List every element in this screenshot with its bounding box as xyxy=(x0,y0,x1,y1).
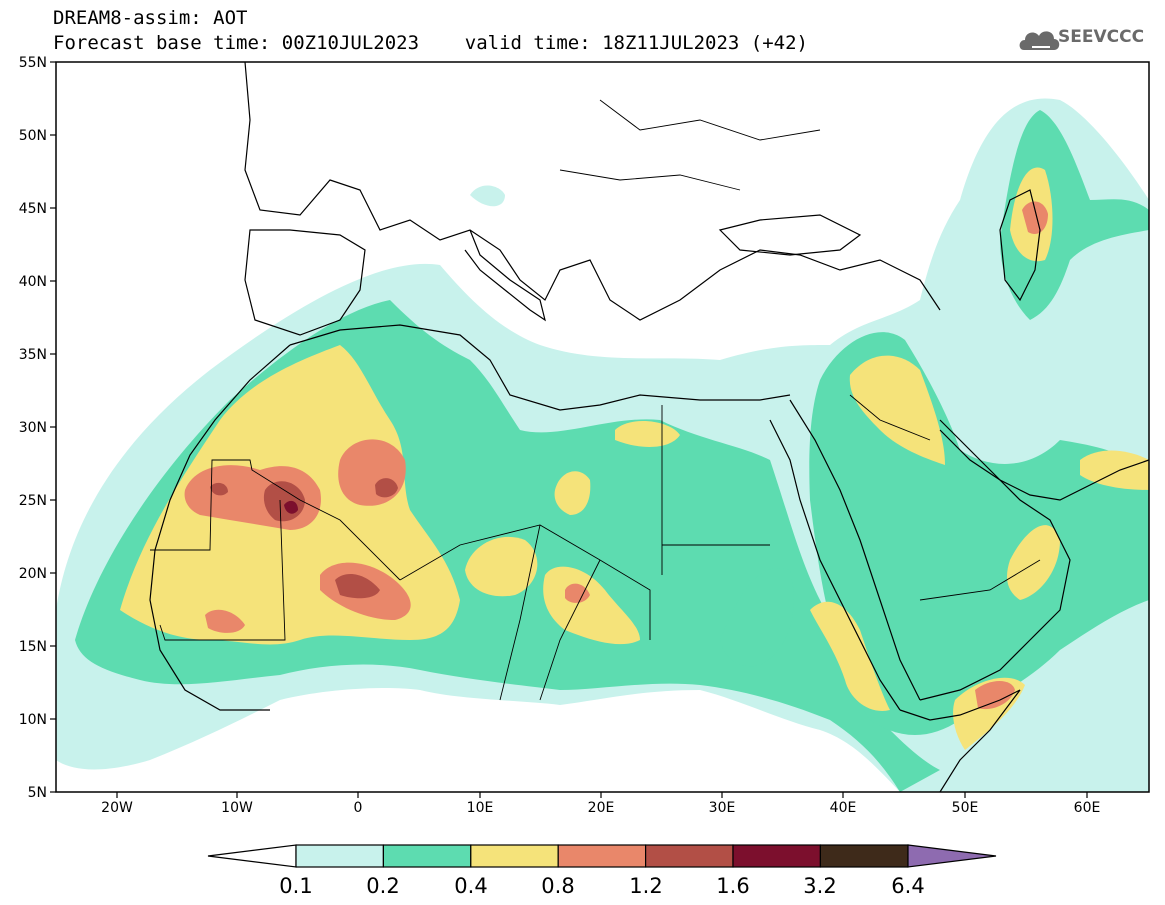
aot-level-1.2 xyxy=(335,574,380,599)
lat-label: 40N xyxy=(19,274,47,290)
aot-level-0.4 xyxy=(615,420,680,447)
lat-label: 55N xyxy=(19,55,47,71)
aot-level-0.2 xyxy=(1000,110,1149,320)
colorbar-label: 0.1 xyxy=(279,874,312,898)
lon-label: 60E xyxy=(1074,800,1101,816)
italy-coast xyxy=(464,229,546,322)
lat-label: 10N xyxy=(19,712,47,728)
colorbar-label: 1.2 xyxy=(629,874,662,898)
arabia-coast xyxy=(919,419,1071,701)
lon-label: 40E xyxy=(830,800,857,816)
aot-level-0.1 xyxy=(470,185,505,207)
country-border xyxy=(499,524,601,701)
lat-label: 35N xyxy=(19,347,47,363)
country-border xyxy=(399,524,651,640)
aot-level-0.2 xyxy=(720,568,794,667)
map-title: DREAM8-assim: AOT xyxy=(53,7,248,29)
colorbar-bin xyxy=(382,844,472,868)
lat-label: 30N xyxy=(19,420,47,436)
aot-field xyxy=(56,98,1149,792)
aot-level-0.4 xyxy=(554,471,591,515)
aot-level-0.4 xyxy=(810,601,890,711)
red-sea-coast xyxy=(789,399,921,701)
lat-label: 15N xyxy=(19,639,47,655)
lat-label: 20N xyxy=(19,566,47,582)
country-border xyxy=(849,394,1041,601)
country-border xyxy=(159,499,286,641)
aot-level-0.8 xyxy=(205,609,245,633)
country-border xyxy=(661,405,770,575)
forecast-times: Forecast base time: 00Z10JUL2023 valid t… xyxy=(53,32,808,54)
persian-gulf-coast xyxy=(939,429,1149,501)
lon-label: 20E xyxy=(588,800,615,816)
lon-label: 10W xyxy=(221,800,253,816)
colorbar-low-arrow xyxy=(207,844,297,868)
colorbar-bin xyxy=(644,844,734,868)
lon-label: 50E xyxy=(952,800,979,816)
lat-label: 45N xyxy=(19,201,47,217)
colorbar-label: 1.6 xyxy=(716,874,749,898)
aot-level-1.6 xyxy=(284,500,298,514)
colorbar-high-arrow xyxy=(907,844,997,868)
colorbar-label: 0.2 xyxy=(366,874,399,898)
lat-label: 25N xyxy=(19,493,47,509)
aot-level-0.8 xyxy=(565,583,590,603)
aot-level-1.2 xyxy=(375,478,398,498)
lon-axis: 20W 10W 0 10E 20E 30E 40E 50E 60E xyxy=(101,792,1100,816)
country-border xyxy=(559,99,821,191)
colorbar-bin xyxy=(732,844,822,868)
logo-text: SEEVCCC xyxy=(1058,27,1145,47)
lon-label: 0 xyxy=(354,800,363,816)
lon-label: 20W xyxy=(101,800,133,816)
aot-level-0.8 xyxy=(975,681,1015,710)
colorbar-label: 0.8 xyxy=(541,874,574,898)
aot-level-0.4 xyxy=(465,536,538,597)
africa-north-coast xyxy=(289,324,791,411)
lat-label: 50N xyxy=(19,128,47,144)
lat-label: 5N xyxy=(28,785,47,801)
lon-label: 10E xyxy=(467,800,494,816)
iberia-coast xyxy=(244,229,366,336)
lat-axis: 55N 50N 45N 40N 35N 30N 25N 20N 15N 10N … xyxy=(19,55,56,801)
caspian-coast xyxy=(999,189,1041,302)
aot-level-0.4 xyxy=(1007,525,1060,600)
colorbar-bin xyxy=(557,844,647,868)
aot-level-0.8 xyxy=(1022,201,1048,234)
black-sea-coast xyxy=(718,214,862,256)
colorbar-label: 0.4 xyxy=(454,874,487,898)
colorbar-bin xyxy=(295,844,385,868)
colorbar-bin xyxy=(819,844,909,868)
aot-level-1.2 xyxy=(210,482,228,496)
country-border xyxy=(150,459,401,581)
horn-africa-coast xyxy=(899,689,1021,792)
colorbar-label: 6.4 xyxy=(891,874,924,898)
coastlines-borders xyxy=(149,62,1149,792)
aot-level-0.4 xyxy=(1080,450,1149,490)
colorbar: 0.1 0.2 0.4 0.8 1.2 1.6 3.2 6.4 xyxy=(207,844,997,898)
cloud-icon xyxy=(1019,31,1060,50)
colorbar-bin xyxy=(470,844,559,868)
aot-level-0.4 xyxy=(849,355,945,465)
red-sea-coast xyxy=(769,419,901,711)
lon-label: 30E xyxy=(709,800,736,816)
colorbar-label: 3.2 xyxy=(803,874,836,898)
